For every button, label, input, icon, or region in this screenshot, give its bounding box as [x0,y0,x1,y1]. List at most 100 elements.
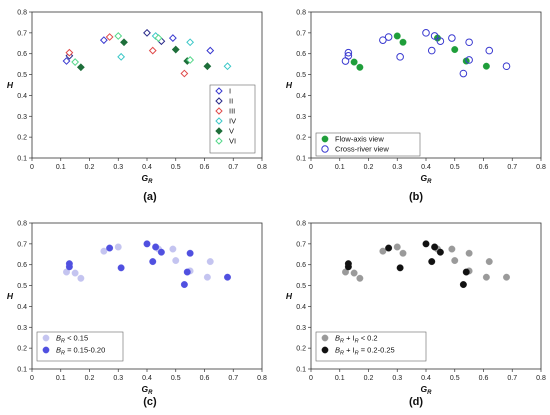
data-point [503,273,510,281]
x-tick-label: 0.6 [200,375,210,382]
x-tick-label: 0.5 [450,164,460,171]
y-tick-label: 0.2 [296,346,306,353]
data-point [451,257,459,264]
legend-label: III [229,107,235,116]
x-tick-label: 0.2 [85,164,95,171]
data-point [356,274,364,282]
y-tick-label: 0.5 [296,283,306,290]
panel-label: (d) [409,396,423,408]
x-tick-label: 0.5 [171,164,181,171]
panel-label: (c) [143,396,157,408]
data-point [502,62,511,71]
x-tick-label: 0.4 [142,164,152,171]
data-point [203,273,211,281]
data-point [436,248,444,256]
legend-label: VI [229,137,236,146]
data-point [172,257,180,264]
data-point [152,243,160,251]
series-2 [65,240,231,288]
legend-marker [321,334,329,342]
series-6 [71,32,195,66]
data-point [459,69,468,78]
x-tick-label: 0.7 [228,164,238,171]
legend-label: IV [229,117,236,126]
data-point [117,264,125,272]
y-tick-label: 0.2 [17,135,27,142]
data-point [350,269,358,277]
data-point [430,32,439,40]
y-tick-label: 0.8 [296,10,306,17]
data-point [396,264,404,272]
data-point [203,62,212,71]
legend-label: I [229,87,231,96]
x-tick-label: 0.1 [56,164,66,171]
legend-label: BR = 0.15-0.20 [56,346,105,357]
y-tick-label: 0.2 [17,346,27,353]
data-point [422,29,430,37]
x-tick-label: 0.4 [421,375,431,382]
data-point [224,273,231,281]
data-point [393,32,401,40]
y-tick-label: 0.4 [296,93,306,100]
data-point [206,46,215,55]
data-point [485,258,493,266]
y-tick-label: 0.7 [296,30,306,37]
data-point [344,48,353,57]
x-tick-label: 0.1 [56,375,66,382]
legend-marker [42,346,50,354]
panel-d: 0 0.1 0.2 0.3 0.4 0.5 0.6 0.7 0.80.10.20.30.40.5… [286,221,546,409]
y-tick-label: 0.7 [17,30,27,37]
legend-marker [215,137,223,145]
y-axis-title: H [7,291,14,301]
legend-label: II [229,97,233,106]
data-point [427,46,436,55]
data-point [350,58,358,66]
data-point [379,36,387,44]
legend-marker [215,107,223,115]
y-tick-label: 0.6 [17,262,27,269]
x-tick-label: 0.3 [392,164,402,171]
x-tick-label: 0.6 [479,164,489,171]
legend-label: V [229,127,234,136]
data-point [356,63,364,71]
x-tick-label: 0.1 [335,375,345,382]
data-point [180,69,189,78]
x-axis-title: GR [421,384,433,396]
data-point [65,260,73,268]
series-2 [65,28,166,60]
x-tick-label: 0.6 [200,164,210,171]
y-tick-label: 0.3 [296,325,306,332]
data-point [99,36,108,45]
x-tick-label: 0.3 [113,164,123,171]
data-point [186,249,194,257]
legend-marker [321,145,329,153]
series-1 [350,32,490,71]
x-tick-label: 0.3 [392,375,402,382]
data-point [62,57,71,65]
data-point [186,56,195,64]
y-tick-label: 0.8 [17,10,27,17]
data-point [114,243,122,251]
data-point [482,273,490,281]
y-tick-label: 0.1 [296,156,306,163]
data-point [105,33,114,41]
data-point [71,269,79,277]
x-tick-label: 0.6 [479,375,489,382]
data-point [106,244,114,252]
data-point [459,281,467,288]
data-point [71,58,80,66]
x-tick-label: 0.3 [113,375,123,382]
x-axis-title: GR [142,173,154,185]
panel-label: (a) [143,191,157,203]
data-point [448,245,456,253]
data-point [206,258,214,266]
y-tick-label: 0.4 [17,93,27,100]
data-point [344,52,353,60]
legend-label: BR​ + IR​ < 0.2 [335,334,378,345]
series-1 [63,243,214,282]
y-tick-label: 0.4 [296,304,306,311]
data-point [482,62,490,70]
data-point [485,46,494,55]
data-point [157,248,165,256]
